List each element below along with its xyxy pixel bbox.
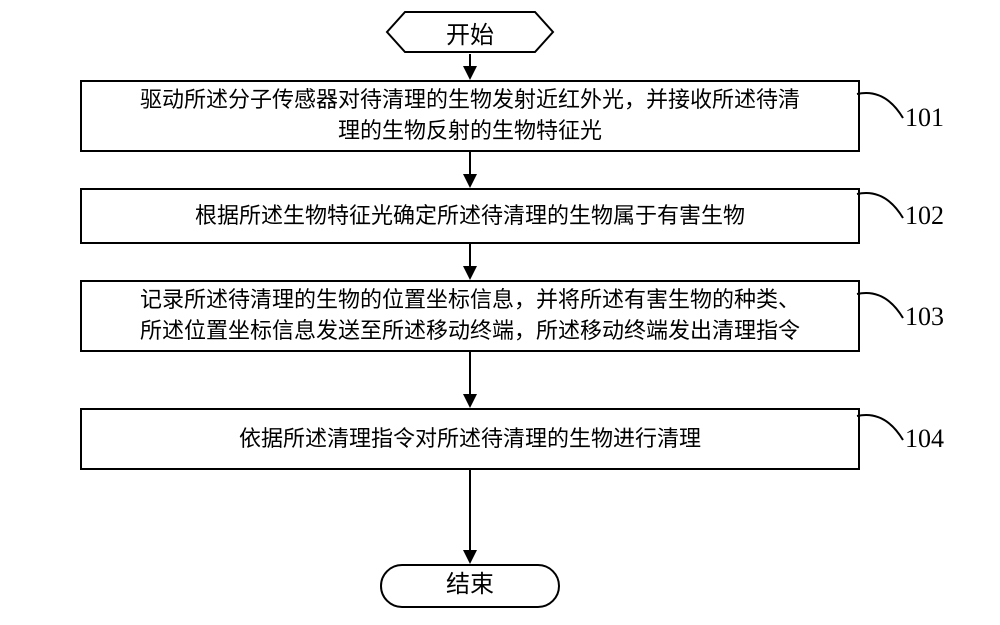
- arrow-5-line: [469, 470, 471, 552]
- arrow-1-head: [463, 66, 477, 80]
- step-101-label: 101: [905, 103, 944, 133]
- arrow-3-line: [469, 244, 471, 268]
- end-label: 结束: [446, 569, 494, 603]
- arrow-5-head: [463, 550, 477, 564]
- flowchart-container: 开始 驱动所述分子传感器对待清理的生物发射近红外光，并接收所述待清 理的生物反射…: [0, 0, 1000, 625]
- start-label: 开始: [385, 10, 555, 54]
- arrow-2-head: [463, 174, 477, 188]
- connector-curve-102: [855, 190, 910, 225]
- step-102-text: 根据所述生物特征光确定所述待清理的生物属于有害生物: [195, 201, 745, 232]
- process-step-102: 根据所述生物特征光确定所述待清理的生物属于有害生物: [80, 188, 860, 244]
- connector-curve-101: [855, 90, 910, 125]
- step-103-text: 记录所述待清理的生物的位置坐标信息，并将所述有害生物的种类、 所述位置坐标信息发…: [140, 285, 800, 347]
- step-104-text: 依据所述清理指令对所述待清理的生物进行清理: [239, 424, 701, 455]
- arrow-2-line: [469, 152, 471, 176]
- arrow-4-head: [463, 394, 477, 408]
- arrow-4-line: [469, 352, 471, 396]
- arrow-3-head: [463, 266, 477, 280]
- end-terminator: 结束: [380, 564, 560, 608]
- connector-curve-104: [855, 412, 910, 447]
- process-step-103: 记录所述待清理的生物的位置坐标信息，并将所述有害生物的种类、 所述位置坐标信息发…: [80, 280, 860, 352]
- start-terminator: 开始: [385, 10, 555, 54]
- step-104-label: 104: [905, 424, 944, 454]
- step-103-label: 103: [905, 302, 944, 332]
- process-step-101: 驱动所述分子传感器对待清理的生物发射近红外光，并接收所述待清 理的生物反射的生物…: [80, 80, 860, 152]
- connector-curve-103: [855, 290, 910, 325]
- step-102-label: 102: [905, 201, 944, 231]
- process-step-104: 依据所述清理指令对所述待清理的生物进行清理: [80, 408, 860, 470]
- step-101-text: 驱动所述分子传感器对待清理的生物发射近红外光，并接收所述待清 理的生物反射的生物…: [140, 85, 800, 147]
